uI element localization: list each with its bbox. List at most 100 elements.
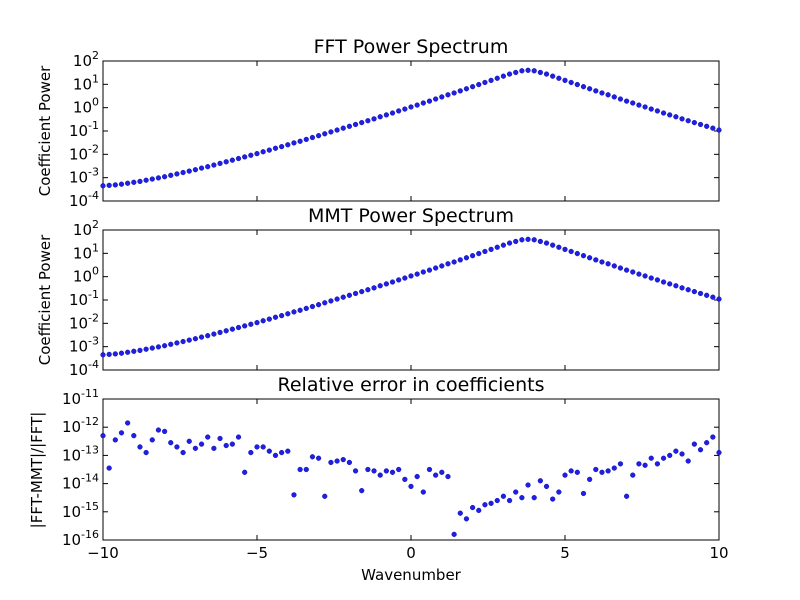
- error-data-point: [352, 468, 359, 474]
- mmt-data-point: [272, 314, 279, 320]
- mmt-data-point: [710, 294, 716, 300]
- error-data-point: [537, 478, 543, 484]
- fft-data-point: [291, 140, 297, 146]
- fft-data-point: [408, 104, 414, 110]
- mmt-data-point: [525, 236, 531, 242]
- error-data-point: [500, 493, 507, 499]
- fft-data-point: [543, 71, 550, 77]
- mmt-data-point: [463, 255, 470, 261]
- mmt-data-point: [402, 275, 408, 281]
- fft-data-point: [451, 90, 457, 96]
- fft-data-point: [389, 110, 396, 116]
- mmt-data-point: [174, 340, 180, 346]
- fft-data-point: [519, 68, 525, 74]
- error-data-point: [174, 444, 180, 450]
- fft-data-point: [303, 136, 309, 143]
- mmt-data-point: [667, 281, 673, 287]
- mmt-data-point: [457, 257, 463, 263]
- fft-data-point: [316, 133, 322, 139]
- error-y-tick-label: 10-11: [62, 387, 99, 408]
- fft-y-tick-label: 100: [73, 96, 99, 117]
- mmt-data-point: [660, 279, 667, 285]
- fft-data-point: [192, 167, 199, 173]
- fft-data-point: [402, 106, 408, 112]
- error-data-point: [599, 469, 605, 475]
- error-data-point: [223, 442, 229, 449]
- fft-data-point: [248, 152, 254, 158]
- fft-data-point: [272, 145, 279, 151]
- error-data-point: [463, 516, 470, 522]
- fft-data-point: [667, 112, 673, 118]
- fft-data-point: [513, 69, 519, 76]
- error-data-point: [525, 482, 531, 488]
- error-data-point: [623, 493, 630, 499]
- mmt-data-point: [365, 287, 371, 293]
- error-plot-frame: [102, 398, 720, 541]
- mmt-data-point: [593, 257, 599, 263]
- error-data-point: [605, 468, 611, 474]
- error-data-point: [279, 449, 285, 456]
- mmt-data-point: [506, 240, 513, 246]
- fft-data-point: [205, 164, 211, 170]
- error-data-point: [414, 473, 420, 480]
- error-y-tick-label: 10-13: [62, 443, 99, 464]
- error-data-point: [106, 465, 112, 471]
- error-data-point: [531, 495, 537, 501]
- fft-data-point: [716, 127, 722, 133]
- fft-data-point: [605, 92, 611, 98]
- error-data-point: [439, 469, 445, 475]
- mmt-y-tick-label: 100: [73, 265, 99, 286]
- mmt-data-point: [217, 329, 223, 336]
- mmt-data-point: [106, 351, 112, 357]
- mmt-data-point: [451, 259, 457, 265]
- mmt-data-point: [352, 290, 359, 297]
- fft-data-point: [334, 127, 340, 133]
- x-tick-label: 0: [406, 544, 416, 562]
- error-data-point: [476, 507, 482, 513]
- fft-data-point: [463, 86, 470, 92]
- error-data-point: [383, 468, 389, 474]
- fft-data-point: [470, 84, 476, 90]
- mmt-data-point: [531, 237, 537, 243]
- error-data-point: [266, 448, 272, 454]
- mmt-data-point: [654, 277, 661, 283]
- fft-data-point: [660, 110, 667, 116]
- mmt-data-point: [697, 290, 704, 297]
- fft-data-point: [556, 75, 562, 81]
- error-data-point: [334, 458, 340, 464]
- error-data-point: [679, 451, 685, 457]
- mmt-y-tick-label: 10-3: [69, 335, 99, 356]
- mmt-data-point: [648, 275, 654, 281]
- fft-data-point: [574, 81, 580, 88]
- mmt-data-point: [180, 338, 186, 345]
- fft-data-point: [365, 118, 371, 124]
- mmt-data-point: [359, 289, 365, 295]
- fft-data-point: [630, 100, 636, 106]
- fft-data-point: [679, 116, 685, 122]
- mmt-data-point: [285, 311, 291, 317]
- mmt-data-point: [316, 302, 322, 308]
- mmt-y-tick-label: 10-4: [69, 358, 99, 379]
- x-axis-label: Wavenumber: [361, 566, 462, 584]
- fft-data-point: [285, 142, 291, 148]
- error-data-point: [660, 455, 667, 461]
- mmt-data-point: [334, 296, 340, 302]
- error-data-point: [168, 440, 174, 446]
- fft-data-point: [118, 181, 125, 187]
- fft-data-point: [599, 90, 605, 96]
- relative-error-panel: Relative error in coefficients |FFT-MMT|…: [28, 374, 729, 584]
- fft-data-point: [482, 79, 488, 86]
- mmt-data-point: [679, 285, 685, 291]
- mmt-data-point: [389, 279, 396, 285]
- error-data-point: [211, 445, 217, 451]
- fft-data-point: [691, 119, 697, 126]
- error-data-point: [254, 444, 260, 450]
- fft-y-tick-label: 101: [73, 72, 99, 93]
- mmt-data-point: [500, 242, 507, 248]
- fft-data-point: [710, 125, 716, 131]
- mmt-data-point: [155, 344, 162, 350]
- fft-data-point: [149, 176, 155, 182]
- error-data-point: [316, 455, 322, 461]
- fft-data-point: [297, 138, 303, 144]
